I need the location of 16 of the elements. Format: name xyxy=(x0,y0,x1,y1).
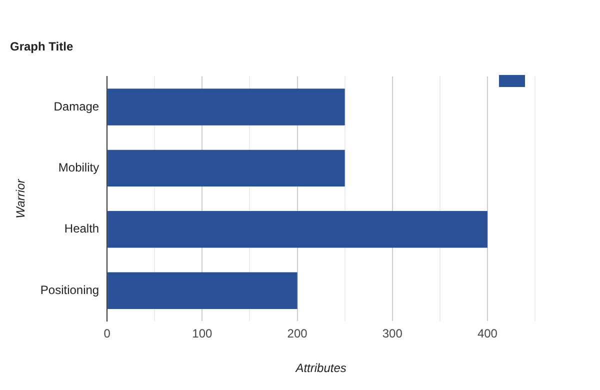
x-axis-title: Attributes xyxy=(294,361,346,376)
x-tick-label: 200 xyxy=(287,326,308,341)
y-tick-label: Positioning xyxy=(40,282,100,297)
y-tick-label: Mobility xyxy=(58,160,100,175)
y-axis-title: Warrior xyxy=(14,178,28,218)
x-tick-label: 0 xyxy=(104,326,111,341)
bar xyxy=(108,150,345,187)
bar xyxy=(108,272,298,309)
y-tick-label: Health xyxy=(64,222,100,236)
bar xyxy=(108,88,345,126)
x-tick-label: 300 xyxy=(382,326,403,341)
y-tick-label: Damage xyxy=(54,99,100,114)
chart-title: Graph Title xyxy=(10,40,74,54)
x-tick-label: 400 xyxy=(477,326,498,341)
bar xyxy=(108,211,488,248)
x-tick-label: 100 xyxy=(192,326,213,341)
